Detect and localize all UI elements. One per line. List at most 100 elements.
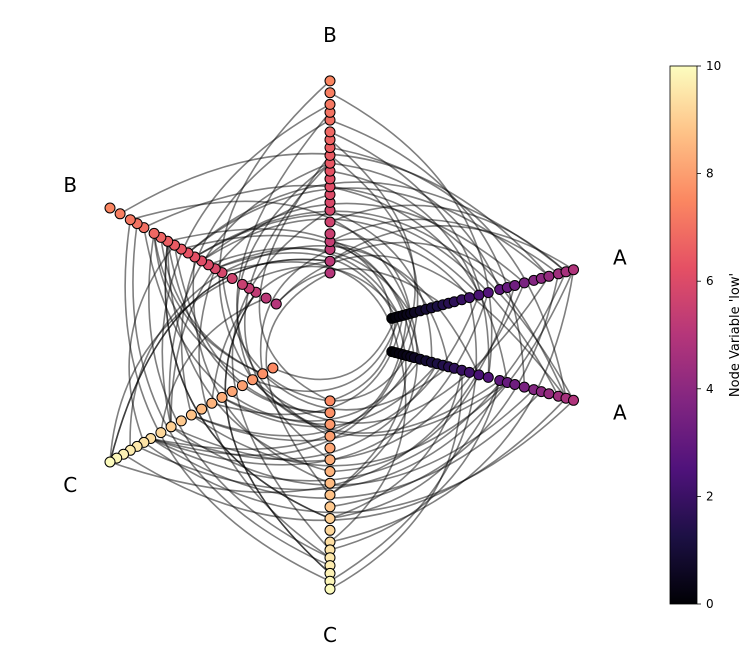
node-b [324,98,336,110]
node-c [165,421,177,433]
colorbar-label: Node Variable 'low' [728,273,743,397]
node-a [509,379,521,390]
node-a [518,381,530,393]
edge [329,313,418,496]
edge [150,314,408,450]
colorbar-tick-label: 2 [706,489,714,503]
edge [130,200,412,314]
node-b [324,126,336,138]
edge [272,317,397,381]
edge [166,241,331,473]
node-c [324,477,336,489]
node-c [324,501,336,513]
node-a [473,369,485,381]
node-c [206,397,218,409]
node-c [185,409,197,421]
edge [221,358,421,422]
edge [143,227,331,426]
node-b [324,216,336,228]
node-c [324,466,336,477]
axis-labels-layer: A A B B C C [63,23,627,647]
edge [143,184,567,399]
edge [329,91,493,378]
edge [329,162,501,290]
edge [329,380,501,551]
axis-label-c: C [63,473,77,497]
axis-label-b: B [63,173,77,197]
node-c [236,380,248,392]
edge [180,119,331,416]
edge [236,162,331,381]
node-b [104,202,116,214]
edge [329,297,478,582]
node-c [257,368,269,380]
colorbar-tick-label: 6 [706,274,714,288]
edge [150,271,567,482]
edge [194,210,575,401]
edge [329,374,480,473]
node-b [236,278,248,290]
edge [160,237,264,375]
node-b [270,298,282,310]
node-b [226,273,238,284]
axis-label-a: A [613,401,627,425]
node-a [568,394,579,406]
edge [161,103,331,427]
edge [109,277,233,463]
edge [251,379,501,434]
colorbar-bar [669,65,698,605]
axis-label-a: A [613,245,627,269]
node-a [568,264,579,276]
edge [136,269,575,491]
node-c [324,442,336,454]
node-c [324,407,336,419]
edge [275,268,444,306]
node-b [260,292,272,304]
node-a [518,277,530,289]
node-c [216,391,228,403]
edge [119,152,550,277]
node-a [543,388,555,400]
edge [252,316,401,393]
node-b [324,255,336,267]
edge [329,119,526,388]
node-c [226,386,238,397]
colorbar-tick-label: 0 [706,597,714,611]
edge [251,275,550,424]
node-b [114,208,126,220]
node-a [482,287,494,299]
node-a [509,280,521,291]
node-a [473,289,485,301]
edge [265,272,331,496]
edge [160,297,267,433]
edges-layer [109,80,575,590]
node-b [324,87,336,99]
node-c [155,427,167,439]
edge [187,187,550,277]
edge [221,272,331,402]
edge [329,240,450,367]
edge [329,238,471,299]
edge [150,292,490,466]
node-c [324,395,336,407]
axis-label-b: B [323,23,337,47]
node-b [124,214,136,226]
edge [123,397,567,522]
node-c [324,418,336,430]
edge [329,218,559,275]
edge [211,315,404,416]
edge [329,370,463,520]
edge [329,139,416,354]
edge [329,269,575,543]
edge [244,162,331,461]
node-c [247,374,258,386]
node-c [324,583,336,595]
edge [166,241,331,414]
node-c [324,430,336,442]
edge [191,294,480,442]
edge [128,244,176,443]
edge [329,355,408,402]
edge [329,146,567,399]
edge [148,233,331,559]
edge [329,370,463,590]
